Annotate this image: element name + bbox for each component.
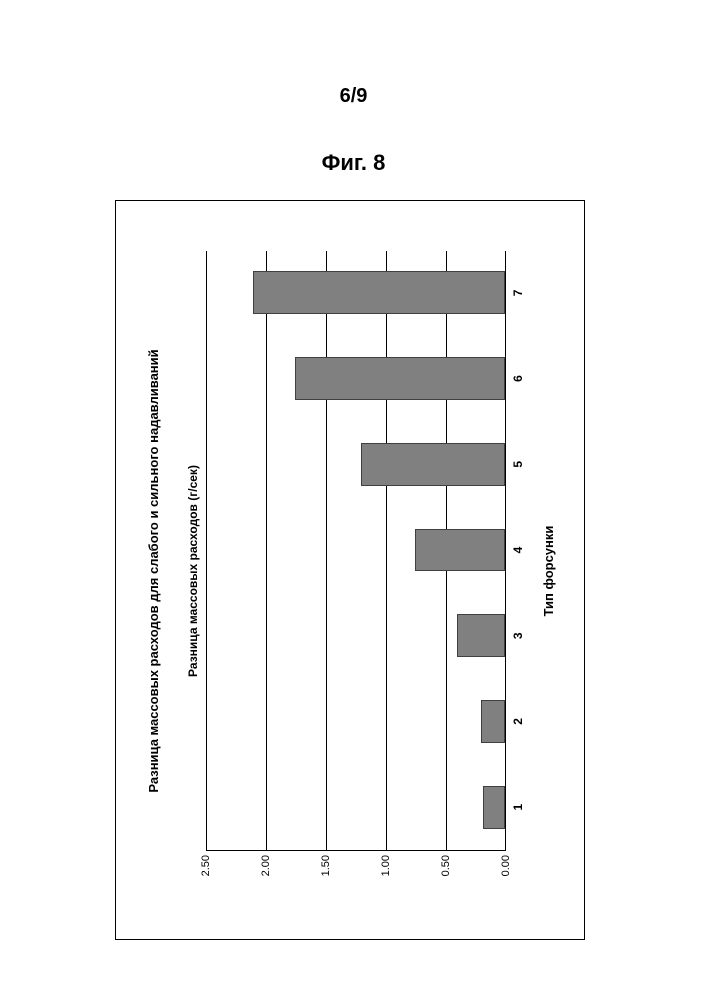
x-tick-label: 3 bbox=[511, 632, 525, 639]
x-tick-label: 5 bbox=[511, 461, 525, 468]
chart-title: Разница массовых расходов для слабого и … bbox=[146, 201, 161, 941]
bar bbox=[457, 614, 505, 657]
gridline bbox=[266, 251, 267, 850]
chart: Разница массовых расходов для слабого и … bbox=[116, 201, 586, 941]
bar bbox=[483, 786, 505, 829]
y-tick-label: 1.00 bbox=[380, 855, 392, 895]
y-tick-label: 2.00 bbox=[260, 855, 272, 895]
bar bbox=[361, 443, 505, 486]
bar bbox=[415, 529, 505, 572]
plot-area: 0.000.501.001.502.002.501234567 bbox=[206, 251, 506, 851]
x-tick-label: 7 bbox=[511, 290, 525, 297]
x-tick-label: 1 bbox=[511, 804, 525, 811]
x-tick-label: 2 bbox=[511, 718, 525, 725]
bar bbox=[481, 700, 505, 743]
figure-box: Разница массовых расходов для слабого и … bbox=[115, 200, 585, 940]
gridline bbox=[326, 251, 327, 850]
bar bbox=[253, 271, 505, 314]
y-tick-label: 1.50 bbox=[320, 855, 332, 895]
figure-label: Фиг. 8 bbox=[0, 150, 707, 176]
x-tick-label: 4 bbox=[511, 547, 525, 554]
x-axis-label: Тип форсунки bbox=[541, 201, 556, 941]
y-tick-label: 0.00 bbox=[500, 855, 512, 895]
x-tick-label: 6 bbox=[511, 375, 525, 382]
y-axis-label: Разница массовых расходов (г/сек) bbox=[186, 201, 200, 941]
bar bbox=[295, 357, 505, 400]
gridline bbox=[386, 251, 387, 850]
y-tick-label: 0.50 bbox=[440, 855, 452, 895]
y-tick-label: 2.50 bbox=[200, 855, 212, 895]
page-number: 6/9 bbox=[0, 85, 707, 108]
gridline bbox=[206, 251, 207, 850]
